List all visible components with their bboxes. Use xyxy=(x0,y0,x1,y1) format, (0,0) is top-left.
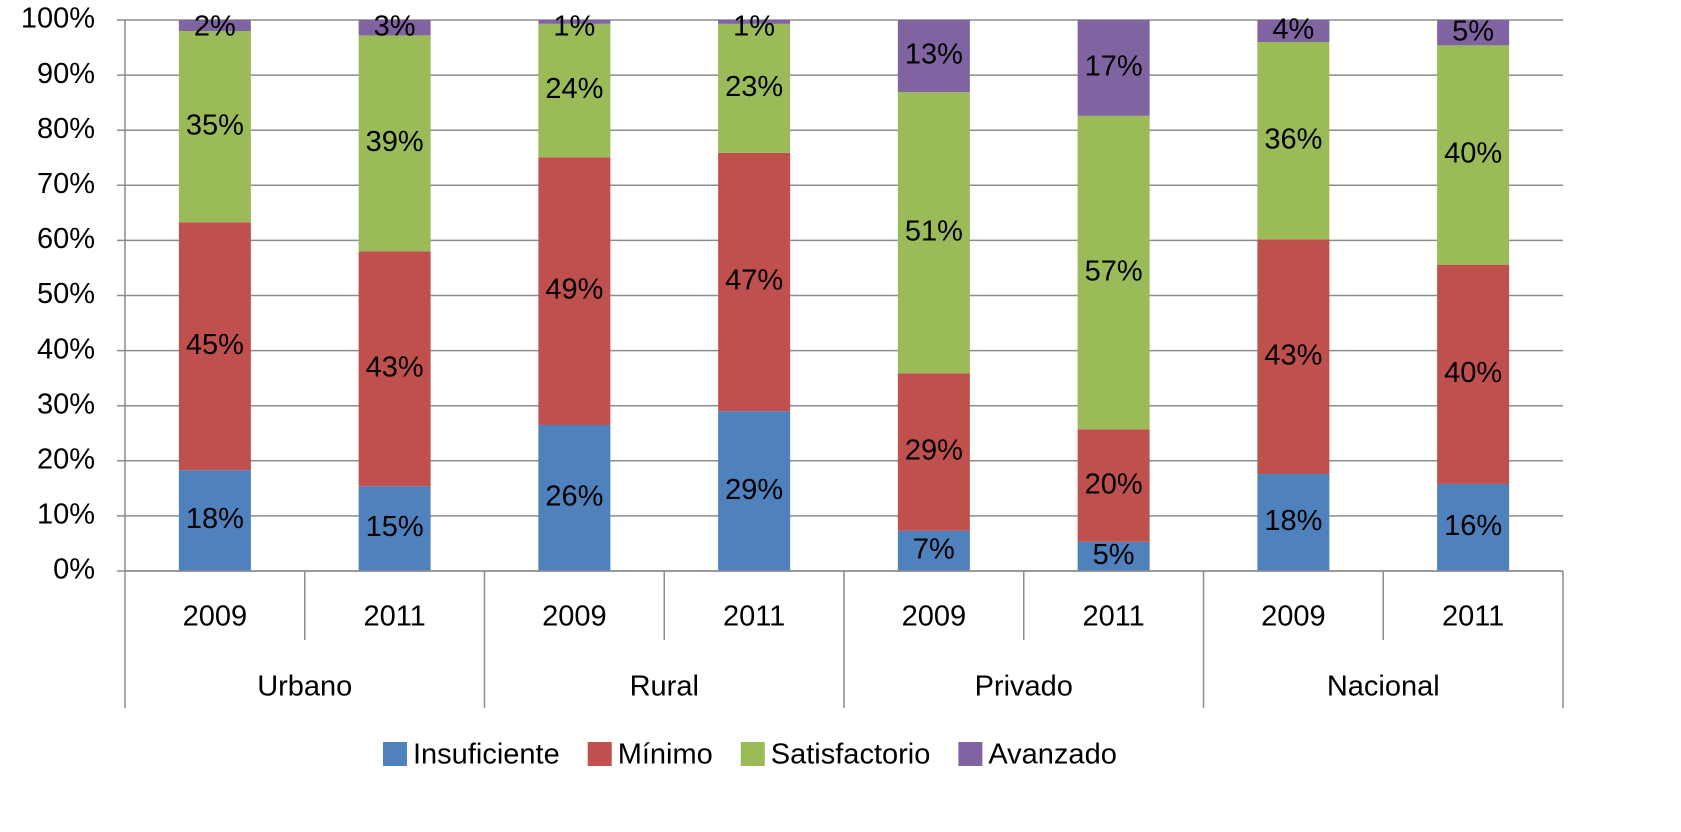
group-label: Rural xyxy=(630,671,699,703)
data-label: 40% xyxy=(1444,357,1502,389)
bar-segment xyxy=(1437,45,1510,265)
data-label: 29% xyxy=(725,474,783,506)
data-label: 13% xyxy=(905,39,963,71)
data-label: 17% xyxy=(1085,51,1143,83)
bar-segment xyxy=(718,152,791,412)
data-label: 24% xyxy=(545,73,603,105)
bar-segment xyxy=(538,23,611,158)
bar-segment xyxy=(1437,20,1510,46)
bar-segment xyxy=(718,23,791,153)
x-tick-label: 2009 xyxy=(183,601,248,633)
data-label: 1% xyxy=(553,11,595,43)
x-tick-label: 2011 xyxy=(363,601,425,633)
bar-segment xyxy=(1437,264,1510,484)
y-tick-label: 50% xyxy=(37,278,95,310)
data-label: 15% xyxy=(366,511,424,543)
data-label: 36% xyxy=(1264,123,1322,155)
data-label: 5% xyxy=(1093,539,1135,571)
data-label: 18% xyxy=(186,503,244,535)
data-label: 2% xyxy=(194,11,236,43)
bar-segment xyxy=(178,222,251,471)
data-label: 29% xyxy=(905,435,963,467)
data-label: 23% xyxy=(725,71,783,103)
bar-segment xyxy=(897,20,970,93)
bar-segment xyxy=(358,35,431,252)
legend-swatch xyxy=(587,742,612,766)
bar-segment xyxy=(1257,20,1330,43)
y-tick-label: 100% xyxy=(21,3,95,35)
legend-swatch xyxy=(383,742,407,766)
data-label: 51% xyxy=(905,215,963,247)
bar-segment xyxy=(178,20,251,32)
bar-segment xyxy=(1077,429,1150,542)
data-label: 45% xyxy=(186,329,244,361)
bar-segment xyxy=(1077,115,1150,430)
y-tick-label: 60% xyxy=(37,223,95,255)
data-label: 16% xyxy=(1444,510,1502,542)
legend-swatch xyxy=(958,742,983,766)
bar-segment xyxy=(897,92,970,374)
legend-label: Insuficiente xyxy=(413,739,560,771)
data-label: 39% xyxy=(366,126,424,158)
y-tick-label: 70% xyxy=(37,168,95,200)
data-label: 40% xyxy=(1444,138,1502,170)
bar-segment xyxy=(358,20,431,36)
bar-segment xyxy=(1437,483,1510,571)
data-label: 7% xyxy=(913,534,955,566)
data-label: 20% xyxy=(1085,468,1143,500)
x-tick-label: 2011 xyxy=(1082,601,1144,633)
bar-segment xyxy=(538,424,611,571)
x-tick-label: 2011 xyxy=(1442,601,1504,633)
bar-segment xyxy=(718,20,791,24)
bar-segment xyxy=(538,20,611,24)
y-tick-label: 30% xyxy=(37,388,95,420)
x-tick-label: 2009 xyxy=(1261,601,1326,633)
y-tick-label: 40% xyxy=(37,333,95,365)
bar-segment xyxy=(1077,541,1150,571)
bar-segment xyxy=(718,411,791,571)
bar-segment xyxy=(358,486,431,571)
group-label: Privado xyxy=(975,671,1073,703)
bar-segment xyxy=(1257,239,1330,475)
y-tick-label: 80% xyxy=(37,113,95,145)
bar-segment xyxy=(1257,474,1330,571)
bar-segment xyxy=(538,157,611,425)
legend-swatch xyxy=(740,742,765,766)
data-label: 18% xyxy=(1264,505,1322,537)
x-tick-label: 2011 xyxy=(723,601,785,633)
data-label: 4% xyxy=(1272,14,1314,46)
bar-segment xyxy=(178,31,251,223)
bar-segment xyxy=(1077,20,1150,116)
data-label: 1% xyxy=(733,11,775,43)
data-label: 43% xyxy=(366,351,424,383)
data-label: 57% xyxy=(1085,255,1143,287)
data-label: 49% xyxy=(545,274,603,306)
x-tick-label: 2009 xyxy=(542,601,607,633)
y-tick-label: 90% xyxy=(37,58,95,90)
data-label: 43% xyxy=(1264,339,1322,371)
data-label: 35% xyxy=(186,109,244,141)
legend-label: Avanzado xyxy=(988,739,1116,771)
legend-label: Mínimo xyxy=(618,739,713,771)
bar-segment xyxy=(1257,42,1330,240)
y-tick-label: 20% xyxy=(37,443,95,475)
bar-segment xyxy=(178,470,251,571)
bar-segment xyxy=(358,251,431,487)
data-label: 5% xyxy=(1452,15,1494,47)
data-label: 3% xyxy=(374,11,416,43)
x-tick-label: 2009 xyxy=(902,601,967,633)
group-label: Urbano xyxy=(257,671,352,703)
y-tick-label: 0% xyxy=(53,554,95,586)
bar-segment xyxy=(897,373,970,531)
data-label: 47% xyxy=(725,265,783,297)
legend-label: Satisfactorio xyxy=(771,739,931,771)
y-tick-label: 10% xyxy=(37,499,95,531)
group-label: Nacional xyxy=(1327,671,1440,703)
data-label: 26% xyxy=(545,481,603,513)
bar-segment xyxy=(897,530,970,571)
